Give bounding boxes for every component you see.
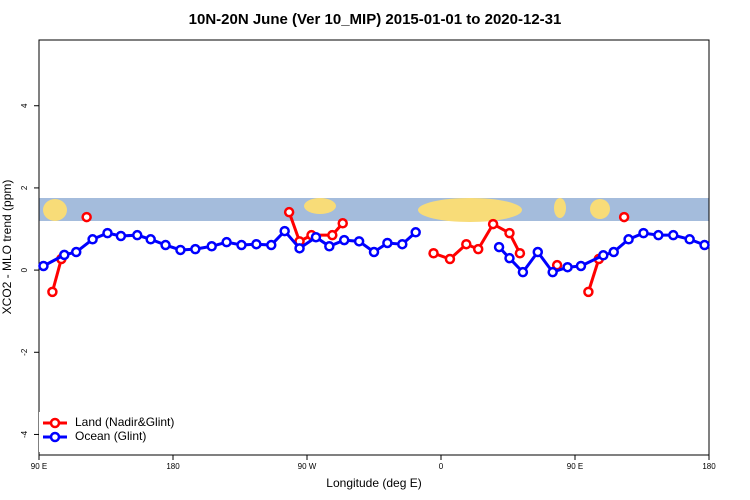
series-point — [266, 239, 277, 251]
legend-marker — [49, 431, 61, 443]
series-point — [410, 227, 421, 238]
series-line — [586, 258, 601, 293]
series-point — [102, 227, 113, 239]
series-point — [206, 241, 217, 252]
series-point — [59, 249, 70, 261]
legend-label: Land (Nadir&Glint) — [75, 415, 174, 429]
series-point — [283, 206, 295, 218]
y-tick-label: 4 — [20, 103, 29, 108]
series-point — [81, 211, 92, 223]
series-line — [50, 258, 63, 293]
legend-marker — [49, 417, 61, 429]
series-point — [294, 243, 305, 254]
series-point — [353, 236, 365, 247]
series-point — [653, 229, 664, 241]
series-point — [444, 253, 456, 265]
series-point — [504, 252, 515, 264]
series-point — [324, 241, 335, 252]
series-point — [115, 230, 127, 242]
y-tick-label: -2 — [20, 348, 29, 356]
series-point — [487, 218, 499, 230]
series-point — [87, 234, 98, 245]
series-point — [514, 248, 526, 259]
x-tick-label: 180 — [166, 462, 180, 471]
chart-title: 10N-20N June (Ver 10_MIP) 2015-01-01 to … — [189, 11, 562, 28]
series-point — [583, 286, 594, 298]
series-point — [638, 227, 649, 239]
series-point — [382, 237, 393, 249]
series-point — [547, 266, 558, 278]
x-tick-label: 90 W — [298, 462, 317, 471]
series-point — [236, 239, 247, 251]
series-point — [397, 238, 408, 250]
series-point — [517, 266, 529, 278]
y-tick-label: 0 — [20, 267, 29, 272]
series-point — [190, 243, 201, 255]
series-point — [472, 243, 484, 255]
series-point — [618, 211, 630, 223]
x-tick-label: 90 E — [567, 462, 583, 471]
series-point — [532, 246, 544, 258]
series-point — [310, 231, 322, 243]
series-point — [70, 246, 82, 258]
y-tick-label: -4 — [20, 430, 29, 438]
x-tick-label: 0 — [439, 462, 444, 471]
series-point — [623, 234, 634, 245]
y-axis-label: XCO2 - MLO trend (ppm) — [0, 180, 14, 315]
series-point — [368, 246, 380, 258]
legend — [39, 412, 189, 452]
series-point — [175, 244, 186, 256]
series-point — [47, 286, 58, 298]
series-point — [337, 218, 348, 229]
x-axis-label: Longitude (deg E) — [326, 476, 421, 490]
series-point — [160, 239, 171, 251]
series-point — [461, 238, 472, 250]
series-point — [608, 246, 619, 258]
series-point — [428, 248, 439, 259]
series-point — [562, 261, 573, 273]
series-point — [279, 225, 290, 237]
series-point — [598, 250, 609, 261]
y-tick-label: 2 — [20, 185, 29, 190]
x-tick-label: 180 — [702, 462, 716, 471]
series-point — [145, 234, 156, 245]
series-point — [38, 260, 49, 272]
series-point — [504, 227, 515, 239]
series-point — [132, 229, 143, 241]
series-point — [684, 234, 695, 245]
map-strip — [39, 198, 709, 222]
legend-label: Ocean (Glint) — [75, 429, 146, 443]
series-point — [575, 260, 587, 272]
series-point — [221, 236, 232, 248]
series-point — [493, 241, 505, 253]
series-point — [699, 239, 710, 251]
series-point — [338, 234, 350, 246]
series-point — [668, 229, 679, 241]
x-tick-label: 90 E — [31, 462, 47, 471]
series-point — [327, 229, 338, 241]
series-point — [251, 238, 262, 250]
